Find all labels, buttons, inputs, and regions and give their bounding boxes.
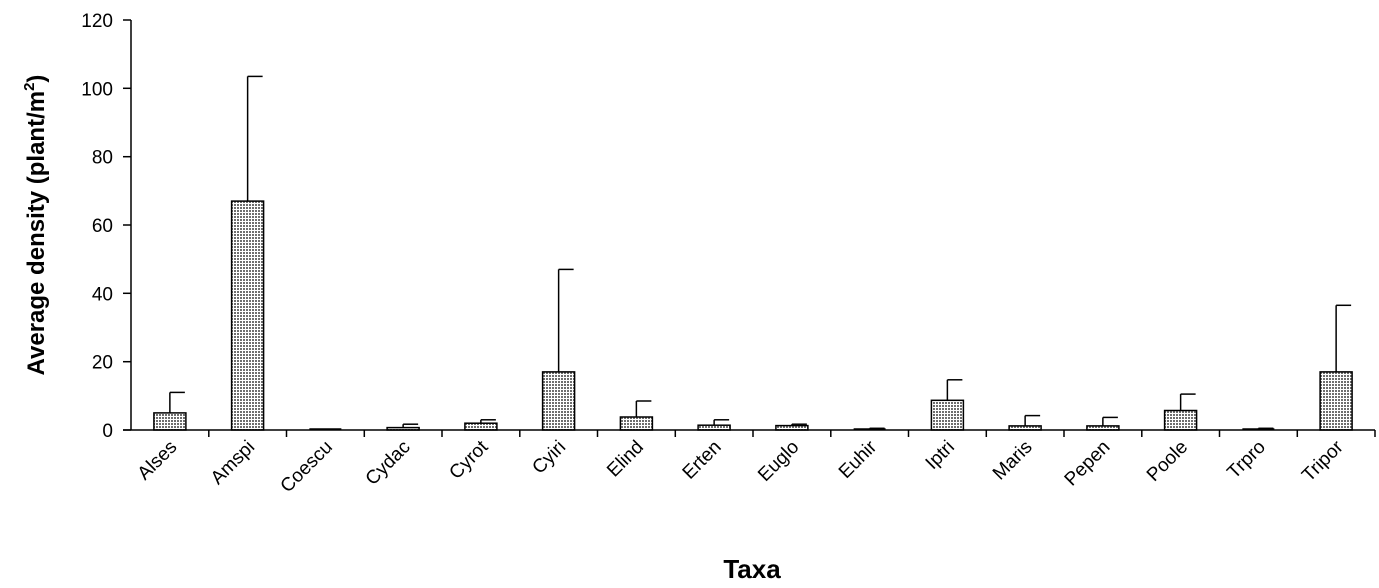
bar-alses [154,413,186,430]
bar-iptri [931,400,963,430]
x-tick-label-amspi: Amspi [207,437,259,489]
y-tick-label-20: 20 [92,353,113,374]
x-tick-label-alses: Alses [134,437,182,485]
bar-elind [620,417,652,430]
bar-poole [1165,411,1197,431]
axes-group [123,20,1375,437]
y-tick-label-60: 60 [92,216,113,237]
error-bars-group [170,76,1351,429]
x-tick-label-cydac: Cydac [362,437,415,490]
x-tick-label-maris: Maris [989,437,1037,485]
y-tick-label-120: 120 [81,11,113,32]
y-tick-label-100: 100 [81,79,113,100]
bar-cyrot [465,423,497,430]
y-tick-label-40: 40 [92,284,113,305]
x-tick-label-elind: Elind [603,437,648,482]
x-tick-label-euhir: Euhir [835,436,882,483]
y-tick-label-80: 80 [92,148,113,169]
y-tick-label-0: 0 [102,421,113,442]
x-tick-label-iptri: Iptri [922,437,959,474]
x-tick-label-coescu: Coescu [277,437,337,497]
x-tick-label-euglo: Euglo [754,437,803,486]
x-tick-label-pepen: Pepen [1061,437,1115,491]
x-tick-label-cyiri: Cyiri [528,437,570,479]
bar-cyiri [543,372,575,430]
y-axis-title-main: Average density (plant/m [23,91,50,376]
bar-tripor [1320,372,1352,430]
x-tick-label-tripor: Tripor [1298,436,1348,486]
bars-group [154,201,1352,430]
x-tick-label-erten: Erten [679,437,726,484]
y-axis-title-superscript: 2 [21,83,38,91]
x-tick-label-trpro: Trpro [1223,437,1269,483]
x-tick-label-cyrot: Cyrot [445,436,492,483]
y-axis-title-suffix: ) [23,75,50,83]
x-tick-label-poole: Poole [1143,437,1192,486]
y-axis-title: Average density (plant/m2) [21,75,50,376]
bar-amspi [232,201,264,430]
x-axis-title: Taxa [723,554,781,584]
